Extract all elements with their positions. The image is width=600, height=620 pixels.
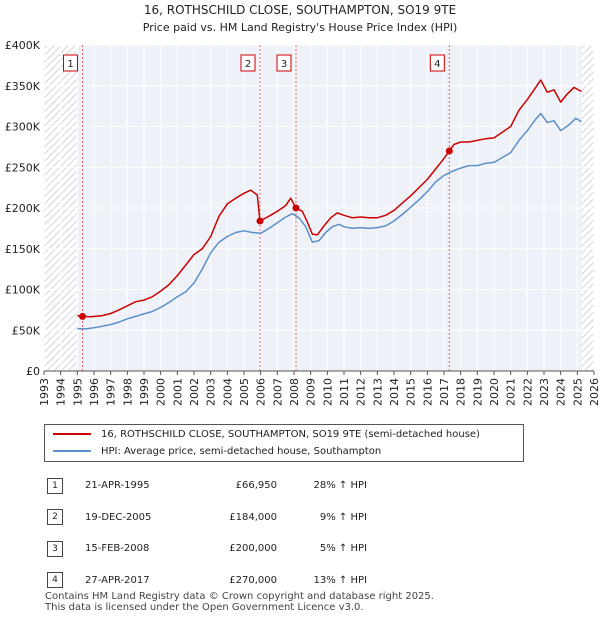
footer-copyright: Contains HM Land Registry data © Crown c…: [45, 591, 434, 602]
y-tick-label: £400K: [5, 39, 41, 52]
table-row: 2 19-DEC-2005 £184,000 9% ↑ HPI: [43, 502, 367, 534]
legend-label-hpi: HPI: Average price, semi-detached house,…: [101, 446, 382, 457]
y-tick-label: £200K: [5, 202, 41, 215]
y-tick-label: £350K: [5, 80, 41, 93]
x-tick-label: 2023: [538, 378, 551, 406]
y-tick-label: £0: [26, 365, 40, 378]
x-tick-label: 2024: [555, 378, 568, 406]
x-tick-label: 2025: [571, 378, 584, 406]
sale-price: £66,950: [235, 480, 277, 492]
table-row: 1 21-APR-1995 £66,950 28% ↑ HPI: [43, 470, 367, 502]
x-tick-label: 2013: [371, 378, 384, 406]
sale-number-cell: 4: [43, 565, 85, 597]
x-tick-label: 1998: [121, 378, 134, 406]
sale-price: £200,000: [229, 543, 277, 555]
x-tick-label: 1995: [71, 378, 84, 406]
sale-date: 15-FEB-2008: [85, 543, 150, 555]
legend-item-hpi: HPI: Average price, semi-detached house,…: [53, 444, 381, 460]
price-paid-line: [77, 79, 582, 318]
sale-date: 27-APR-2017: [85, 574, 150, 586]
x-tick-label: 2010: [321, 378, 334, 406]
sale-number-cell: 1: [43, 470, 85, 502]
x-tick-label: 2003: [205, 378, 218, 406]
sale-label-box: [429, 54, 445, 72]
sale-label-box: [276, 54, 292, 72]
sale-label-number: 1: [67, 59, 73, 70]
sale-label-box: [240, 54, 256, 72]
table-row: 4 27-APR-2017 £270,000 13% ↑ HPI: [43, 565, 367, 597]
y-tick-label: £50K: [12, 324, 41, 337]
sale-number-badge: 1: [47, 477, 63, 494]
sale-label-number: 4: [434, 59, 440, 70]
sale-label-number: 3: [281, 59, 287, 70]
footer-licence: This data is licensed under the Open Gov…: [45, 602, 364, 613]
table-row: 3 15-FEB-2008 £200,000 5% ↑ HPI: [43, 533, 367, 565]
sale-point: [445, 147, 453, 155]
y-tick-label: £300K: [5, 121, 41, 134]
x-tick-label: 1994: [55, 378, 68, 406]
sale-date: 19-DEC-2005: [85, 511, 152, 523]
x-tick-label: 2006: [255, 378, 268, 406]
x-tick-label: 2017: [438, 378, 451, 406]
sale-hpi-diff: 5% ↑ HPI: [319, 543, 367, 555]
x-tick-label: 2009: [305, 378, 318, 406]
footer: Contains HM Land Registry data © Crown c…: [45, 591, 434, 613]
sales-table: 1 21-APR-1995 £66,950 28% ↑ HPI 2 19-DEC-2005…: [43, 470, 367, 596]
x-tick-label: 2020: [488, 378, 501, 406]
chart-title: 16, ROTHSCHILD CLOSE, SOUTHAMPTON, SO19 …: [144, 3, 456, 17]
sale-price: £270,000: [229, 574, 277, 586]
x-tick-label: 2012: [355, 378, 368, 406]
x-tick-label: 1993: [38, 378, 51, 406]
sale-number-cell: 3: [43, 533, 85, 565]
x-tick-label: 2011: [338, 378, 351, 406]
x-tick-label: 2001: [171, 378, 184, 406]
x-tick-label: 1997: [105, 378, 118, 406]
x-tick-label: 2022: [521, 378, 534, 406]
x-tick-label: 2004: [221, 378, 234, 406]
sale-hpi-diff: 28% ↑ HPI: [313, 480, 367, 492]
sale-number-badge: 3: [47, 540, 63, 557]
sale-hpi-diff: 9% ↑ HPI: [319, 511, 367, 523]
sale-point: [292, 204, 300, 212]
hpi-line: [77, 112, 582, 330]
sale-label-number: 2: [245, 59, 251, 70]
sale-point: [79, 312, 86, 320]
sale-date: 21-APR-1995: [85, 480, 150, 492]
y-tick-label: £250K: [5, 161, 41, 174]
x-tick-label: 2021: [505, 378, 518, 406]
legend-swatch-hpi: [53, 450, 91, 452]
sale-hpi-diff: 13% ↑ HPI: [313, 574, 367, 586]
sale-number-badge: 4: [47, 572, 63, 589]
x-tick-label: 2007: [271, 378, 284, 406]
sale-number-badge: 2: [47, 509, 63, 526]
legend-swatch-property: [53, 433, 91, 435]
price-chart: 16, ROTHSCHILD CLOSE, SOUTHAMPTON, SO19 …: [5, 3, 600, 406]
sale-label-box: [63, 54, 78, 72]
x-tick-label: 2019: [471, 378, 484, 406]
legend-label-property: 16, ROTHSCHILD CLOSE, SOUTHAMPTON, SO19 …: [101, 429, 480, 440]
x-tick-label: 2016: [421, 378, 434, 406]
x-tick-label: 2026: [588, 378, 600, 406]
x-tick-label: 2000: [155, 378, 168, 406]
y-tick-label: £100K: [5, 284, 41, 297]
x-tick-label: 1999: [138, 378, 151, 406]
x-tick-label: 2014: [388, 378, 401, 406]
x-tick-label: 2018: [455, 378, 468, 406]
x-tick-label: 2015: [405, 378, 418, 406]
x-tick-label: 2002: [188, 378, 201, 406]
x-tick-label: 1996: [88, 378, 101, 406]
x-tick-label: 2005: [238, 378, 251, 406]
legend-item-property: 16, ROTHSCHILD CLOSE, SOUTHAMPTON, SO19 …: [53, 427, 480, 443]
chart-legend: 16, ROTHSCHILD CLOSE, SOUTHAMPTON, SO19 …: [44, 424, 524, 462]
x-tick-label: 2008: [288, 378, 301, 406]
sale-number-cell: 2: [43, 502, 85, 534]
chart-subtitle: Price paid vs. HM Land Registry's House …: [143, 21, 458, 34]
y-tick-label: £150K: [5, 243, 41, 256]
sale-point: [256, 217, 264, 225]
sale-price: £184,000: [229, 511, 277, 523]
